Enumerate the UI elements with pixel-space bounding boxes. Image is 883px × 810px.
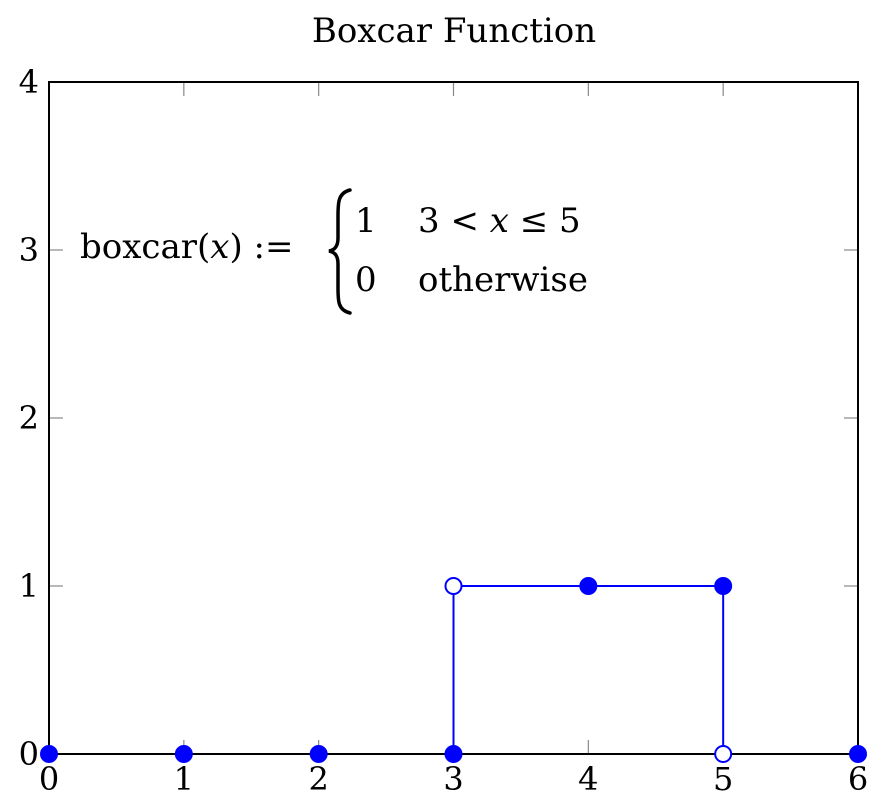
x-tick-label-2: 2 xyxy=(308,760,328,798)
formula-case2-condition: otherwise xyxy=(418,260,588,300)
formula-brace-icon xyxy=(328,188,352,315)
y-tick-label-3: 3 xyxy=(19,231,39,269)
filled-point-0 xyxy=(40,745,58,763)
formula-case1-lhs: 3 < xyxy=(418,201,479,241)
x-tick-label-1: 1 xyxy=(174,760,194,798)
y-tick-label-4: 4 xyxy=(19,63,39,101)
formula-lhs: boxcar(x) := xyxy=(80,227,293,267)
filled-point-3 xyxy=(444,745,463,763)
formula-lhs-func: boxcar( xyxy=(80,227,210,267)
chart-title: Boxcar Function xyxy=(312,11,596,51)
y-tick-label-1: 1 xyxy=(19,567,39,605)
formula-lhs-end: ) := xyxy=(229,227,293,267)
formula-case1-var: x xyxy=(490,201,509,241)
x-tick-label-4: 4 xyxy=(578,760,598,798)
x-tick-label-0: 0 xyxy=(39,760,59,798)
formula-annotation: boxcar(x) := 1 3 < x ≤ 5 0 otherwise xyxy=(80,188,588,315)
series-layer xyxy=(49,585,858,755)
x-tick-label-5: 5 xyxy=(713,760,733,798)
points-layer xyxy=(40,577,867,763)
tick-labels: 0 1 2 3 4 5 6 0 1 2 3 4 xyxy=(19,63,869,798)
x-tick-label-6: 6 xyxy=(848,760,868,798)
formula-case2-value: 0 xyxy=(355,260,377,300)
filled-point-1 xyxy=(174,745,193,763)
formula-case1-condition: 3 < x ≤ 5 xyxy=(418,201,581,241)
filled-point-6 xyxy=(714,577,733,595)
formula-lhs-var: x xyxy=(210,227,229,267)
y-tick-label-0: 0 xyxy=(19,735,39,773)
filled-point-2 xyxy=(309,745,328,763)
filled-point-5 xyxy=(579,577,598,595)
formula-case1-rhs: ≤ 5 xyxy=(520,201,581,241)
open-point-7 xyxy=(714,745,733,763)
y-tick-label-2: 2 xyxy=(19,399,39,437)
filled-point-8 xyxy=(849,745,867,763)
formula-case1-value: 1 xyxy=(355,201,377,241)
x-tick-label-3: 3 xyxy=(443,760,463,798)
open-point-4 xyxy=(444,577,463,595)
